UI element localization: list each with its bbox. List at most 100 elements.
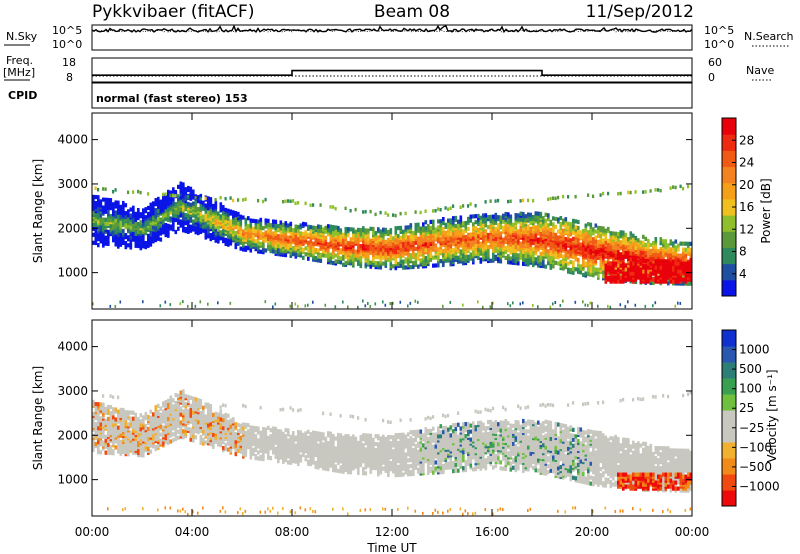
power-cell xyxy=(484,255,488,260)
power-cell xyxy=(407,251,410,256)
power-cell xyxy=(209,197,213,202)
power-cell xyxy=(364,244,368,249)
power-cell xyxy=(289,227,293,232)
power-cell xyxy=(459,215,463,220)
power-cell xyxy=(119,300,122,304)
power-cell xyxy=(154,212,158,217)
power-cell xyxy=(652,267,655,272)
power-cell xyxy=(412,234,415,240)
power-cell xyxy=(272,231,275,236)
power-cell xyxy=(294,246,298,251)
velocity-cell xyxy=(162,425,165,430)
power-cell xyxy=(587,230,590,235)
power-cell xyxy=(467,254,470,259)
power-cell xyxy=(572,270,575,275)
velocity-cell xyxy=(194,401,198,406)
power-cell xyxy=(232,210,235,215)
power-cell xyxy=(144,221,148,226)
velocity-cell xyxy=(137,450,140,456)
power-cell xyxy=(227,230,230,235)
velocity-cell xyxy=(127,444,130,449)
velocity-cell xyxy=(192,400,195,405)
power-cell xyxy=(612,261,615,266)
power-cell xyxy=(647,261,650,266)
power-cell xyxy=(104,201,108,206)
power-cell xyxy=(569,268,573,273)
velocity-cell xyxy=(182,409,185,414)
power-cell xyxy=(147,237,150,242)
power-cell xyxy=(564,253,568,258)
power-cell xyxy=(627,190,630,195)
power-cell xyxy=(577,225,580,231)
power-cell xyxy=(92,194,95,200)
power-cell xyxy=(669,247,673,252)
velocity-cell xyxy=(214,435,218,440)
power-cell xyxy=(164,195,168,200)
power-cell xyxy=(474,240,478,245)
power-cell xyxy=(617,267,620,272)
velocity-cell xyxy=(104,406,108,411)
velocity-cell xyxy=(189,407,193,412)
velocity-cell xyxy=(179,390,183,395)
power-cell xyxy=(389,228,393,233)
power-cell xyxy=(554,232,558,238)
power-cell xyxy=(407,241,410,246)
power-cell xyxy=(187,209,190,215)
power-cell xyxy=(517,213,520,218)
power-cell xyxy=(279,220,283,225)
power-cell xyxy=(512,240,515,245)
power-cell xyxy=(394,254,398,259)
power-cell xyxy=(477,247,480,253)
power-cell xyxy=(99,233,103,238)
power-cell xyxy=(244,245,248,250)
velocity-cell xyxy=(102,440,105,445)
power-cell xyxy=(312,300,314,304)
power-cell xyxy=(367,301,369,305)
power-cell xyxy=(207,200,210,205)
power-cell xyxy=(137,189,140,194)
power-cell xyxy=(642,258,645,263)
power-cell xyxy=(142,208,145,213)
power-cell xyxy=(687,271,690,276)
power-cell xyxy=(194,200,198,205)
power-cell xyxy=(239,220,243,225)
power-cell xyxy=(272,249,275,254)
power-cell xyxy=(324,303,327,307)
power-cell xyxy=(187,304,189,308)
power-cell xyxy=(499,223,503,228)
power-cell xyxy=(412,240,415,246)
power-cell xyxy=(374,212,377,217)
power-cell xyxy=(522,239,525,245)
velocity-cell xyxy=(114,417,118,422)
velocity-cell xyxy=(177,509,179,513)
power-cell xyxy=(412,230,415,236)
velocity-cell xyxy=(117,409,120,414)
power-cell xyxy=(599,239,603,245)
power-cell xyxy=(437,207,440,211)
power-cell xyxy=(379,241,383,246)
velocity-cell xyxy=(132,416,135,421)
power-cell xyxy=(94,186,97,190)
velocity-cell xyxy=(157,403,160,409)
power-cell xyxy=(349,208,352,213)
power-cell xyxy=(662,249,665,254)
power-cell xyxy=(332,232,335,238)
power-cell xyxy=(534,211,538,216)
power-cell xyxy=(299,223,303,228)
power-cell xyxy=(507,240,510,245)
power-cell xyxy=(194,214,198,219)
power-cell xyxy=(312,203,315,207)
power-cell xyxy=(362,210,365,214)
velocity-cell xyxy=(172,414,175,419)
power-cell xyxy=(447,222,450,227)
power-cell xyxy=(654,188,657,192)
power-cell xyxy=(352,241,355,246)
power-cell xyxy=(92,240,95,245)
power-cell xyxy=(319,203,322,207)
power-cell xyxy=(474,214,478,219)
power-cell xyxy=(394,226,398,231)
power-cell xyxy=(282,228,285,233)
velocity-cell xyxy=(199,398,203,404)
power-cell xyxy=(497,257,500,262)
